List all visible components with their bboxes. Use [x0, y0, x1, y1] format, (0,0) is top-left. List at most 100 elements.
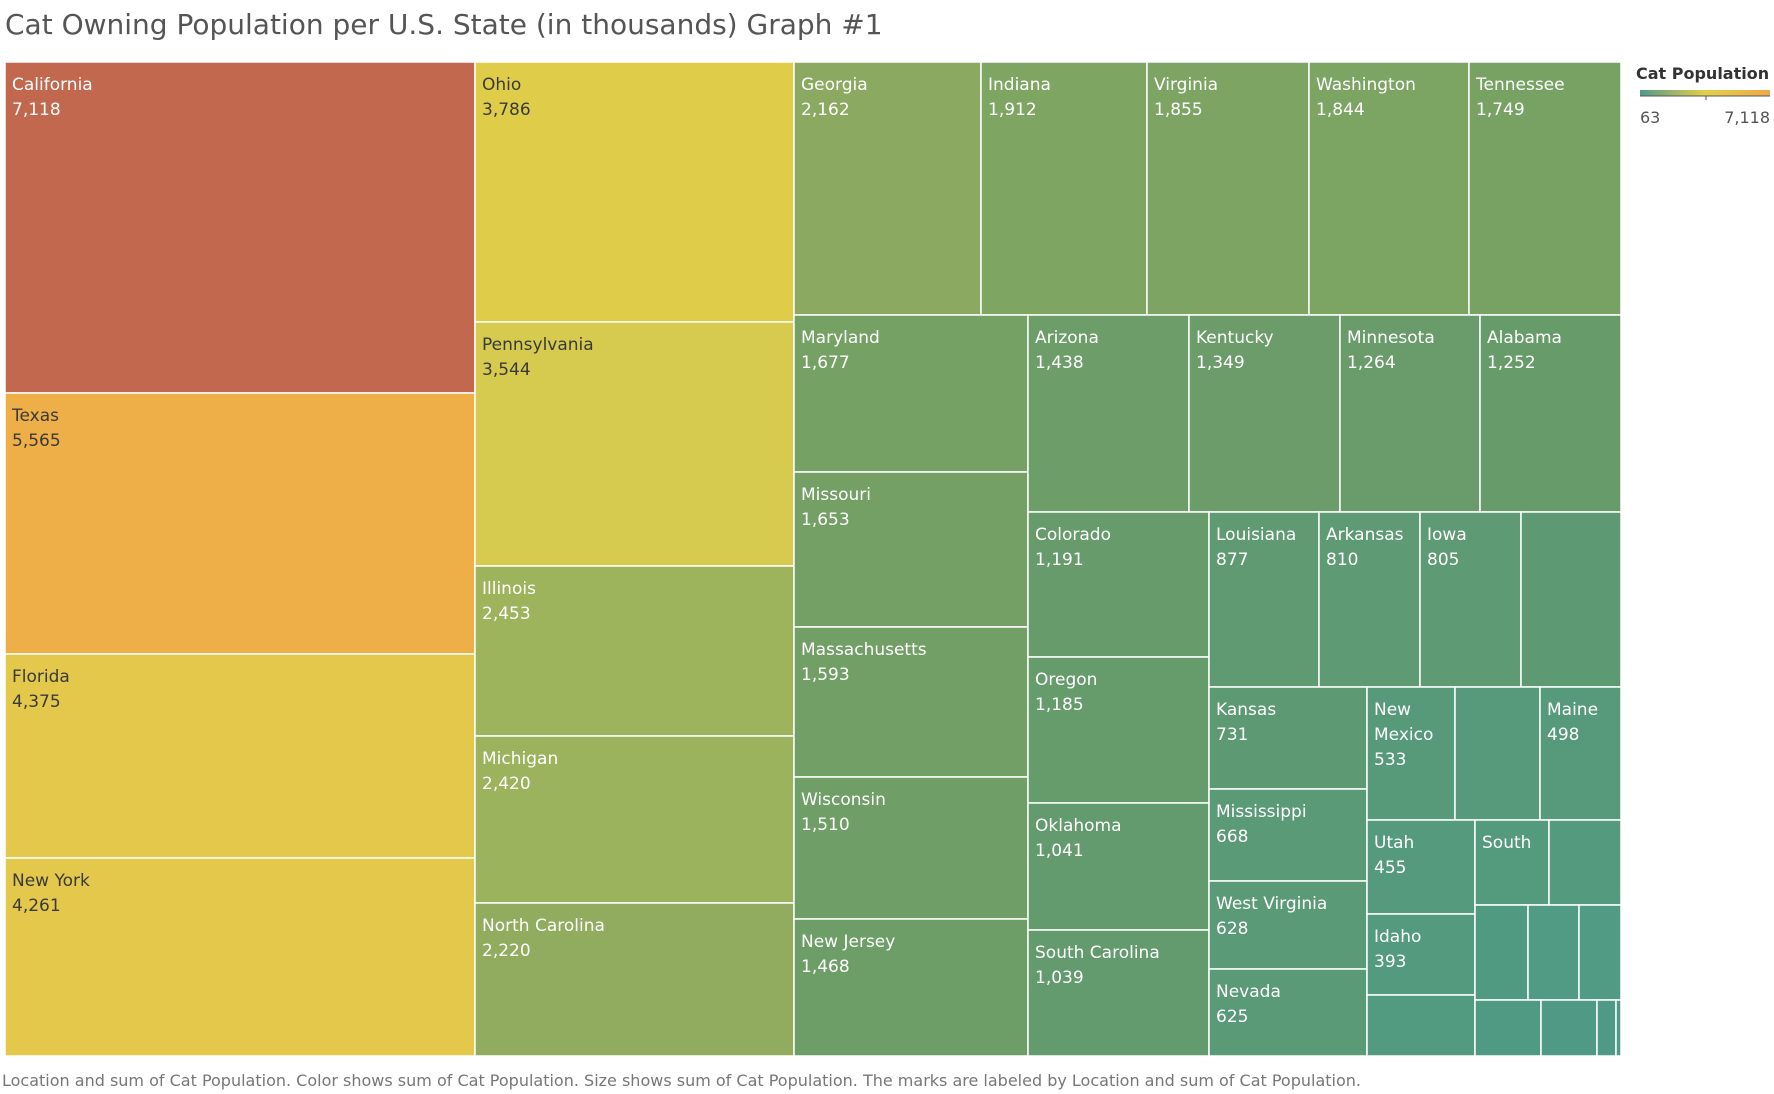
treemap-cell-wisconsin[interactable]: Wisconsin 1,510	[793, 776, 1029, 920]
treemap-rect-kentucky[interactable]	[1188, 314, 1341, 513]
treemap-rect-minnesota[interactable]	[1339, 314, 1481, 513]
treemap-cell-washington[interactable]: Washington 1,844	[1308, 61, 1470, 316]
treemap-rect-washington[interactable]	[1308, 61, 1470, 316]
treemap-cell-oklahoma[interactable]: Oklahoma 1,041	[1027, 802, 1210, 931]
treemap-rect-unlabeled-42[interactable]	[1366, 994, 1476, 1057]
treemap-rect-illinois[interactable]	[474, 565, 795, 737]
treemap-cell-new-york[interactable]: New York 4,261	[4, 857, 476, 1057]
treemap-value-idaho: 393	[1374, 952, 1406, 972]
treemap-cell-unlabeled-30[interactable]	[1520, 511, 1622, 688]
treemap-rect-arizona[interactable]	[1027, 314, 1190, 513]
treemap-cell-unlabeled-45[interactable]	[1578, 904, 1622, 1001]
treemap-rect-ohio[interactable]	[474, 61, 795, 323]
treemap-cell-texas[interactable]: Texas 5,565	[4, 392, 476, 655]
treemap-rect-oregon[interactable]	[1027, 656, 1210, 804]
treemap-cell-south[interactable]: South	[1474, 819, 1550, 906]
treemap-rect-idaho[interactable]	[1366, 913, 1476, 996]
treemap-rect-virginia[interactable]	[1146, 61, 1310, 316]
treemap-cell-louisiana[interactable]: Louisiana 877	[1208, 511, 1320, 688]
treemap-cell-unlabeled-36[interactable]	[1454, 686, 1541, 821]
treemap-cell-new-mexico[interactable]: New Mexico 533	[1366, 686, 1456, 821]
treemap-rect-new-york[interactable]	[4, 857, 476, 1057]
treemap-rect-unlabeled-45[interactable]	[1578, 904, 1622, 1001]
treemap-rect-missouri[interactable]	[793, 471, 1029, 628]
treemap-rect-unlabeled-47[interactable]	[1540, 999, 1598, 1057]
treemap-cell-maine[interactable]: Maine 498	[1539, 686, 1622, 821]
treemap-cell-iowa[interactable]: Iowa 805	[1419, 511, 1522, 688]
treemap-value-kentucky: 1,349	[1196, 353, 1245, 373]
treemap-rect-oklahoma[interactable]	[1027, 802, 1210, 931]
treemap-rect-florida[interactable]	[4, 653, 476, 859]
treemap-rect-maine[interactable]	[1539, 686, 1622, 821]
treemap-cell-west-virginia[interactable]: West Virginia 628	[1208, 880, 1368, 970]
treemap-rect-new-mexico[interactable]	[1366, 686, 1456, 821]
treemap-cell-michigan[interactable]: Michigan 2,420	[474, 735, 795, 904]
treemap-cell-florida[interactable]: Florida 4,375	[4, 653, 476, 859]
treemap-cell-missouri[interactable]: Missouri 1,653	[793, 471, 1029, 628]
treemap-cell-colorado[interactable]: Colorado 1,191	[1027, 511, 1210, 658]
treemap-cell-massachusetts[interactable]: Massachusetts 1,593	[793, 626, 1029, 778]
treemap-rect-south-carolina[interactable]	[1027, 929, 1210, 1057]
treemap-rect-unlabeled-48[interactable]	[1596, 999, 1617, 1057]
chart-title: Cat Owning Population per U.S. State (in…	[5, 8, 883, 41]
treemap-cell-maryland[interactable]: Maryland 1,677	[793, 314, 1029, 473]
treemap-cell-unlabeled-46[interactable]	[1474, 999, 1542, 1057]
treemap-rect-north-carolina[interactable]	[474, 902, 795, 1057]
treemap-label-maine: Maine	[1547, 700, 1598, 720]
treemap-cell-new-jersey[interactable]: New Jersey 1,468	[793, 918, 1029, 1057]
treemap-rect-california[interactable]	[4, 61, 476, 394]
treemap-cell-virginia[interactable]: Virginia 1,855	[1146, 61, 1310, 316]
treemap-rect-west-virginia[interactable]	[1208, 880, 1368, 970]
treemap-cell-nevada[interactable]: Nevada 625	[1208, 968, 1368, 1057]
treemap-rect-new-jersey[interactable]	[793, 918, 1029, 1057]
treemap-rect-arkansas[interactable]	[1318, 511, 1421, 688]
treemap-cell-georgia[interactable]: Georgia 2,162	[793, 61, 982, 316]
treemap-rect-tennessee[interactable]	[1468, 61, 1622, 316]
treemap-cell-pennsylvania[interactable]: Pennsylvania 3,544	[474, 321, 795, 567]
treemap-rect-unlabeled-43[interactable]	[1474, 904, 1529, 1001]
treemap-cell-illinois[interactable]: Illinois 2,453	[474, 565, 795, 737]
treemap-rect-massachusetts[interactable]	[793, 626, 1029, 778]
treemap-rect-pennsylvania[interactable]	[474, 321, 795, 567]
treemap-cell-unlabeled-49[interactable]	[1615, 999, 1622, 1057]
treemap-rect-nevada[interactable]	[1208, 968, 1368, 1057]
treemap-cell-unlabeled-44[interactable]	[1527, 904, 1580, 1001]
treemap-cell-unlabeled-47[interactable]	[1540, 999, 1598, 1057]
treemap-value-georgia: 2,162	[801, 100, 850, 120]
treemap-rect-colorado[interactable]	[1027, 511, 1210, 658]
treemap-rect-unlabeled-49[interactable]	[1615, 999, 1622, 1057]
treemap-rect-unlabeled-30[interactable]	[1520, 511, 1622, 688]
treemap-rect-alabama[interactable]	[1479, 314, 1622, 513]
treemap-cell-unlabeled-48[interactable]	[1596, 999, 1617, 1057]
treemap-rect-unlabeled-44[interactable]	[1527, 904, 1580, 1001]
treemap-rect-iowa[interactable]	[1419, 511, 1522, 688]
treemap-cell-unlabeled-40[interactable]	[1548, 819, 1622, 906]
treemap-rect-louisiana[interactable]	[1208, 511, 1320, 688]
treemap-cell-oregon[interactable]: Oregon 1,185	[1027, 656, 1210, 804]
treemap-rect-unlabeled-40[interactable]	[1548, 819, 1622, 906]
treemap-rect-unlabeled-36[interactable]	[1454, 686, 1541, 821]
treemap-rect-unlabeled-46[interactable]	[1474, 999, 1542, 1057]
treemap-cell-tennessee[interactable]: Tennessee 1,749	[1468, 61, 1622, 316]
treemap-cell-north-carolina[interactable]: North Carolina 2,220	[474, 902, 795, 1057]
treemap-cell-utah[interactable]: Utah 455	[1366, 819, 1476, 915]
treemap-rect-texas[interactable]	[4, 392, 476, 655]
treemap-cell-minnesota[interactable]: Minnesota 1,264	[1339, 314, 1481, 513]
treemap-cell-california[interactable]: California 7,118	[4, 61, 476, 394]
treemap-cell-arizona[interactable]: Arizona 1,438	[1027, 314, 1190, 513]
treemap-cell-kentucky[interactable]: Kentucky 1,349	[1188, 314, 1341, 513]
treemap-cell-unlabeled-43[interactable]	[1474, 904, 1529, 1001]
treemap-value-south-carolina: 1,039	[1035, 968, 1084, 988]
treemap-cell-idaho[interactable]: Idaho 393	[1366, 913, 1476, 996]
treemap-rect-wisconsin[interactable]	[793, 776, 1029, 920]
treemap-cell-mississippi[interactable]: Mississippi 668	[1208, 788, 1368, 882]
treemap-cell-unlabeled-42[interactable]	[1366, 994, 1476, 1057]
treemap-cell-arkansas[interactable]: Arkansas 810	[1318, 511, 1421, 688]
treemap-cell-ohio[interactable]: Ohio 3,786	[474, 61, 795, 323]
treemap-rect-indiana[interactable]	[980, 61, 1148, 316]
treemap-cell-alabama[interactable]: Alabama 1,252	[1479, 314, 1622, 513]
treemap-cell-indiana[interactable]: Indiana 1,912	[980, 61, 1148, 316]
treemap-cell-kansas[interactable]: Kansas 731	[1208, 686, 1368, 790]
treemap-rect-michigan[interactable]	[474, 735, 795, 904]
treemap-cell-south-carolina[interactable]: South Carolina 1,039	[1027, 929, 1210, 1057]
